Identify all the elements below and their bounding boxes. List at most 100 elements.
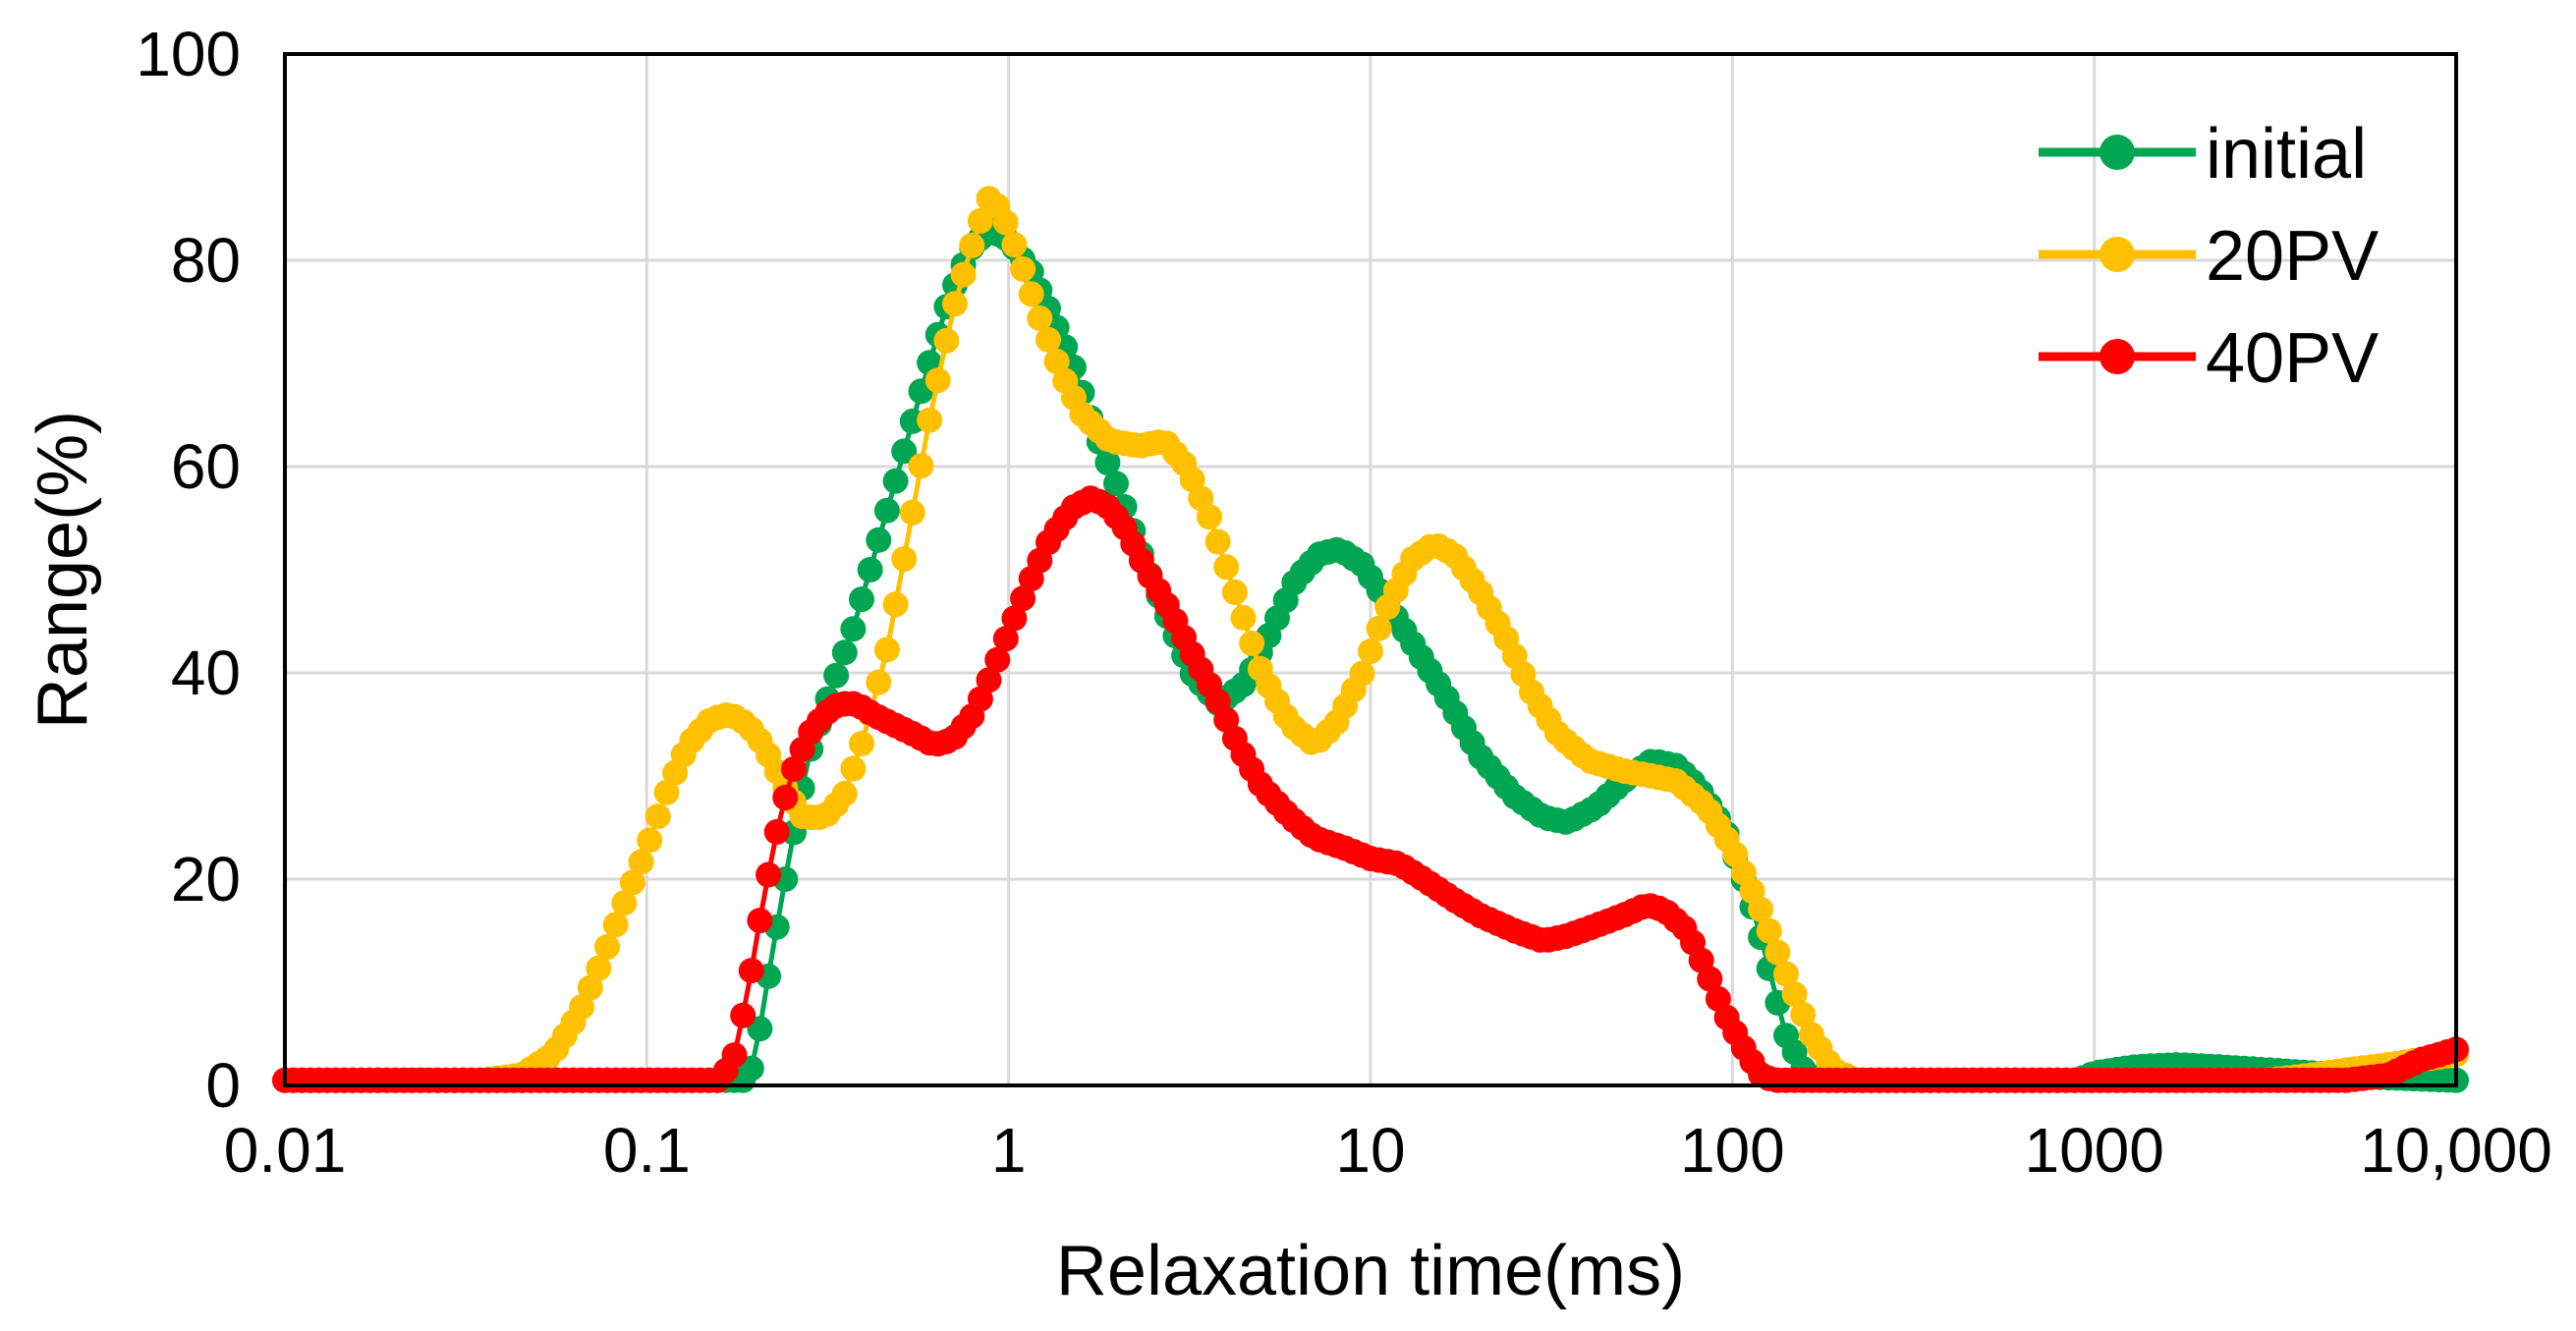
data-point	[976, 667, 1002, 693]
data-point	[1756, 917, 1782, 944]
data-point	[1027, 305, 1053, 331]
data-point	[950, 261, 977, 288]
data-point	[721, 1042, 748, 1069]
data-point	[1010, 585, 1036, 612]
data-point	[942, 291, 968, 317]
data-point	[781, 755, 807, 782]
data-point	[644, 804, 671, 830]
data-point	[594, 934, 620, 960]
data-point	[747, 908, 773, 934]
data-point	[1221, 579, 1248, 605]
data-point	[1764, 939, 1791, 966]
data-point	[882, 468, 909, 494]
data-point	[1197, 504, 1222, 530]
data-point	[984, 646, 1011, 673]
legend-item-20PV: 20PV	[2039, 217, 2379, 296]
y-tick-label: 40	[171, 638, 241, 708]
plot-frame	[283, 52, 2458, 1087]
data-point	[873, 637, 900, 663]
data-point	[1043, 349, 1070, 374]
data-point	[1239, 630, 1265, 656]
data-point	[1010, 255, 1036, 282]
x-tick-labels: 0.01 0.1 1 10 100 1000 10,000	[224, 1115, 2552, 1186]
data-point	[849, 586, 874, 613]
x-tick-label: 10	[1335, 1115, 1405, 1186]
y-tick-label: 0	[205, 1050, 241, 1121]
y-tick-labels: 0 20 40 60 80 100	[136, 19, 241, 1121]
data-point	[823, 662, 850, 689]
data-point	[738, 958, 764, 984]
x-tick-label: 0.01	[224, 1115, 347, 1186]
legend-swatch-marker	[2100, 135, 2135, 170]
data-point	[917, 407, 943, 433]
data-point	[992, 626, 1019, 652]
data-point	[882, 591, 909, 618]
x-tick-label: 100	[1680, 1115, 1785, 1186]
x-tick-label: 1	[991, 1115, 1027, 1186]
data-point	[866, 669, 892, 695]
data-point	[1213, 554, 1240, 581]
x-tick-label: 0.1	[603, 1115, 691, 1186]
y-axis-title: Range(%)	[24, 411, 102, 729]
data-point	[1001, 605, 1028, 632]
legend-label: initial	[2206, 115, 2367, 194]
data-point	[772, 784, 799, 810]
data-point	[730, 1002, 756, 1028]
data-point	[1349, 660, 1375, 687]
data-point	[840, 755, 867, 782]
data-point	[653, 779, 680, 805]
data-point	[1001, 232, 1028, 258]
data-point	[756, 861, 782, 888]
data-point	[831, 639, 858, 666]
data-point	[873, 497, 900, 524]
data-point	[763, 818, 790, 845]
data-point	[899, 499, 925, 526]
data-point	[577, 974, 603, 1001]
y-tick-label: 100	[136, 19, 241, 89]
data-point	[637, 827, 663, 854]
data-point	[967, 207, 993, 234]
data-point	[1748, 896, 1774, 922]
data-point	[831, 781, 858, 806]
data-point	[1358, 638, 1383, 664]
x-tick-label: 1000	[2024, 1115, 2163, 1186]
data-point	[1230, 604, 1257, 631]
data-point	[1366, 615, 1392, 641]
data-point	[628, 849, 654, 875]
data-point	[857, 557, 883, 582]
data-point	[1697, 966, 1723, 992]
data-point	[866, 527, 892, 553]
data-point	[569, 994, 595, 1021]
data-point	[959, 232, 985, 258]
legend-swatch-marker	[2100, 237, 2135, 272]
data-point	[924, 367, 951, 394]
data-point	[619, 869, 645, 896]
data-point	[1018, 281, 1044, 307]
data-point	[908, 453, 934, 479]
data-point	[849, 731, 874, 756]
data-point	[840, 616, 867, 642]
legend: initial 20PV 40PV	[2039, 115, 2379, 398]
data-point	[1094, 450, 1121, 475]
data-point	[1103, 471, 1129, 497]
legend-item-40PV: 40PV	[2039, 319, 2379, 398]
y-tick-label: 80	[171, 225, 241, 296]
data-point	[933, 327, 960, 354]
legend-label: 20PV	[2206, 217, 2379, 296]
data-point	[1204, 528, 1231, 555]
data-point	[1036, 326, 1061, 353]
legend-item-initial: initial	[2039, 115, 2367, 194]
legend-label: 40PV	[2206, 319, 2379, 398]
legend-swatch-marker	[2100, 339, 2135, 374]
data-point	[611, 890, 638, 916]
x-tick-label: 10,000	[2360, 1115, 2552, 1186]
data-point	[1781, 981, 1808, 1008]
data-point	[602, 912, 629, 938]
data-point	[1790, 1001, 1817, 1027]
data-point	[1773, 961, 1799, 987]
data-point	[586, 955, 612, 981]
data-point	[891, 546, 918, 572]
x-axis-title: Relaxation time(ms)	[1056, 1232, 1685, 1310]
